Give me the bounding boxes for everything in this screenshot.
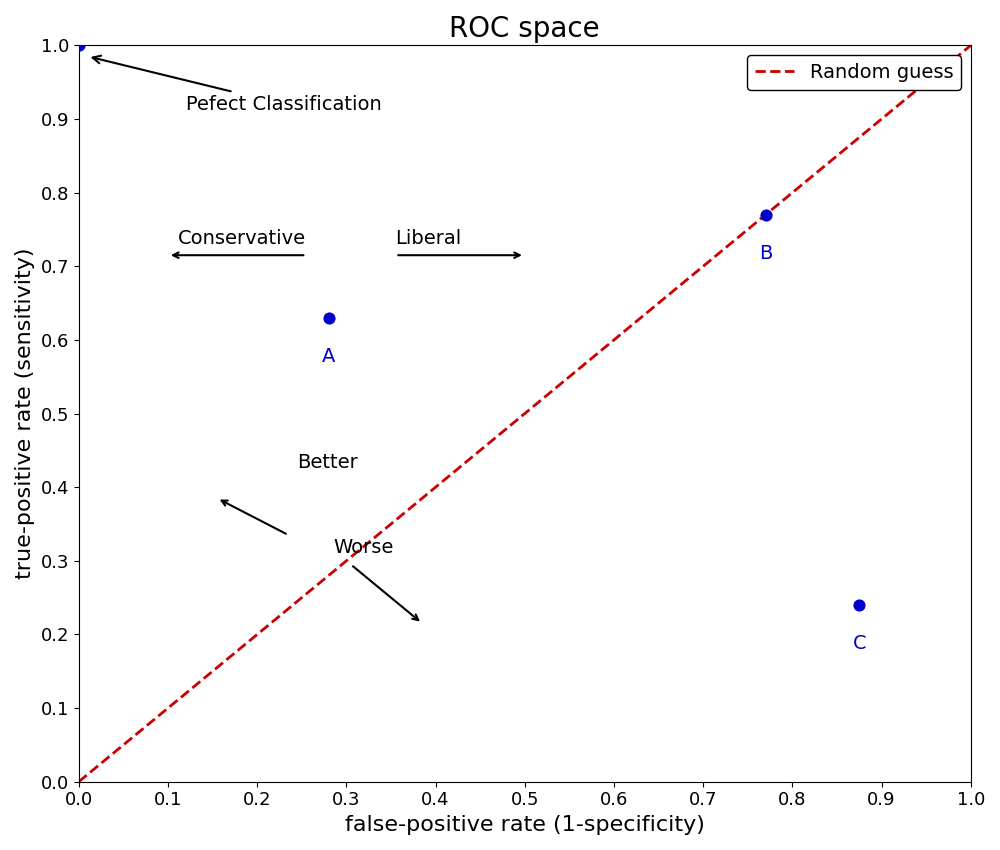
Y-axis label: true-positive rate (sensitivity): true-positive rate (sensitivity): [15, 248, 35, 580]
Title: ROC space: ROC space: [449, 15, 600, 43]
Text: A: A: [322, 348, 335, 366]
Text: C: C: [852, 634, 866, 654]
Text: Liberal: Liberal: [395, 229, 462, 248]
Text: Conservative: Conservative: [178, 229, 306, 248]
Point: [851, 598, 867, 612]
Text: B: B: [759, 244, 772, 264]
Point: [71, 38, 87, 52]
Point: [758, 208, 774, 222]
Legend: Random guess: Random guess: [747, 55, 961, 89]
Point: [321, 311, 337, 325]
Text: Worse: Worse: [333, 538, 393, 557]
X-axis label: false-positive rate (1-specificity): false-positive rate (1-specificity): [345, 815, 705, 835]
Text: Pefect Classification: Pefect Classification: [93, 55, 382, 114]
Text: Better: Better: [297, 453, 358, 473]
